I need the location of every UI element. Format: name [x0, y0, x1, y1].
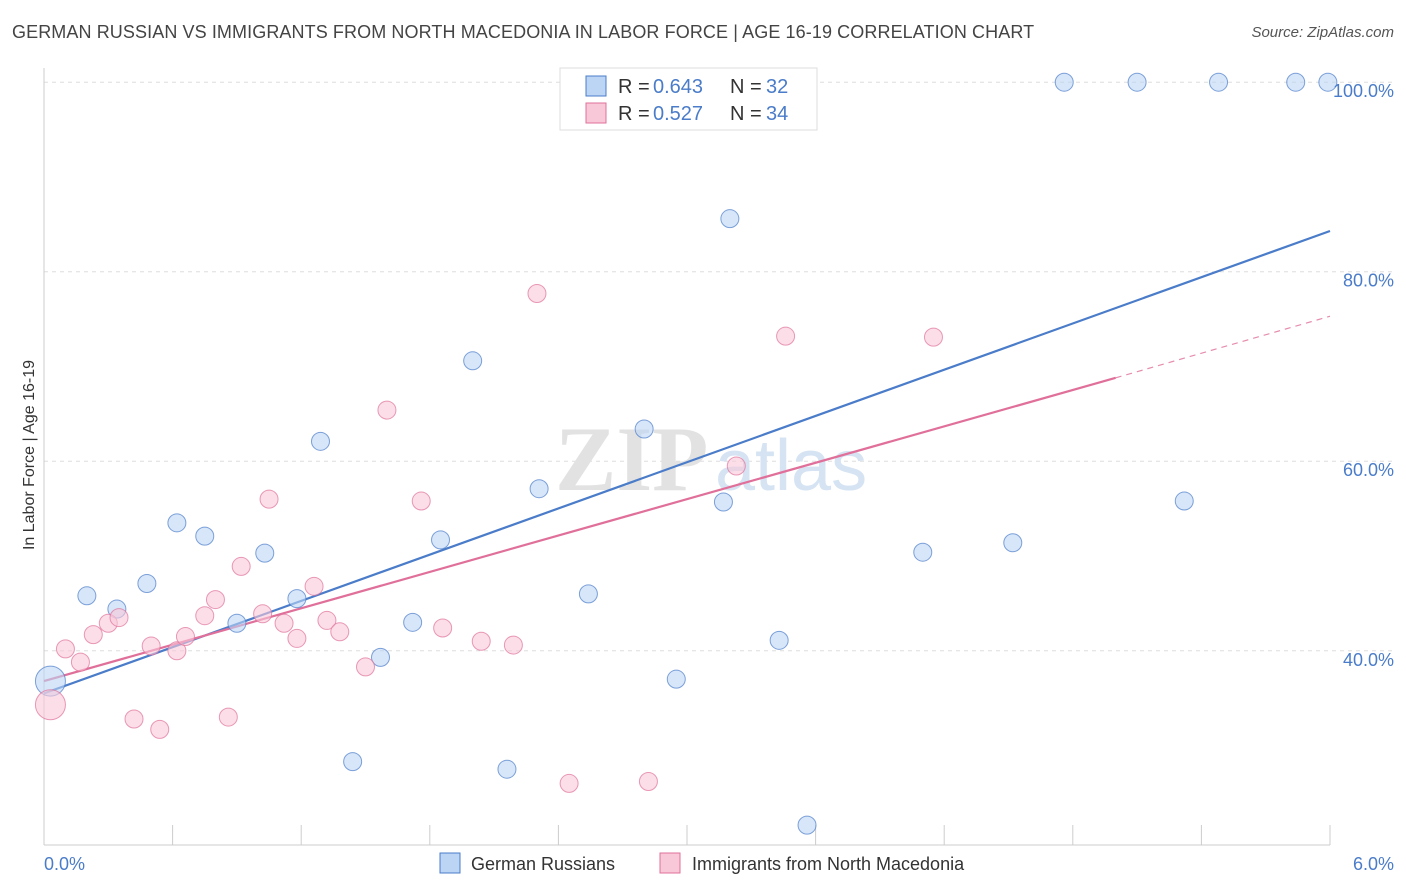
point-german-russians-3 [137, 573, 157, 593]
legend-r-label-2: R = [618, 103, 650, 125]
point-north-macedonia-25 [433, 618, 453, 638]
y-tick-label-80: 80.0% [1343, 271, 1394, 291]
bottom-legend-swatch-north-macedonia [659, 852, 681, 874]
legend-r-value-1: 0.643 [653, 76, 703, 98]
point-north-macedonia-24 [411, 491, 431, 511]
point-north-macedonia-26 [471, 631, 491, 651]
point-north-macedonia-33 [923, 327, 943, 347]
point-german-russians-19 [666, 669, 686, 689]
point-german-russians-5 [195, 526, 215, 546]
point-north-macedonia-20 [317, 610, 337, 630]
legend-n-label-2: N = [730, 103, 762, 125]
point-north-macedonia-18 [287, 628, 307, 648]
point-german-russians-7 [255, 543, 275, 563]
point-german-russians-20 [713, 492, 733, 512]
point-north-macedonia-14 [231, 556, 251, 576]
point-german-russians-24 [913, 542, 933, 562]
point-german-russians-1 [77, 586, 97, 606]
point-north-macedonia-1 [55, 639, 75, 659]
point-north-macedonia-12 [205, 590, 225, 610]
trendline-extension-1 [1115, 315, 1331, 379]
bottom-legend: German Russians Immigrants from North Ma… [439, 852, 965, 874]
bottom-legend-label-german-russians: German Russians [471, 854, 615, 874]
point-german-russians-25 [1003, 533, 1023, 553]
point-north-macedonia-28 [527, 284, 547, 304]
point-german-russians-29 [1209, 72, 1229, 92]
point-north-macedonia-22 [356, 657, 375, 677]
point-north-macedonia-11 [195, 606, 215, 626]
point-german-russians-31 [1318, 72, 1338, 92]
trendline-1 [43, 376, 1116, 683]
point-north-macedonia-21 [330, 622, 350, 642]
point-north-macedonia-5 [109, 608, 129, 628]
y-tick-label-60: 60.0% [1343, 460, 1394, 480]
legend-box: R = 0.643 N = 32 R = 0.527 N = 34 [559, 67, 818, 131]
point-north-macedonia-2 [70, 652, 90, 672]
point-north-macedonia-3 [83, 625, 103, 645]
point-german-russians-6 [227, 613, 247, 633]
point-north-macedonia-15 [253, 604, 273, 624]
point-north-macedonia-27 [503, 635, 523, 655]
y-tick-label-100: 100.0% [1333, 81, 1394, 101]
point-german-russians-12 [403, 612, 423, 632]
point-layer [34, 72, 1338, 835]
point-north-macedonia-9 [167, 641, 187, 661]
point-german-russians-15 [497, 759, 517, 779]
point-north-macedonia-17 [274, 613, 294, 633]
point-german-russians-30 [1286, 72, 1306, 92]
point-german-russians-11 [371, 647, 391, 667]
x-tick-label-min: 0.0% [44, 854, 85, 874]
point-north-macedonia-16 [259, 489, 279, 509]
point-north-macedonia-10 [175, 627, 195, 647]
legend-swatch-german-russians [585, 75, 607, 97]
x-tick-label-max: 6.0% [1353, 854, 1394, 874]
watermark-zip: ZIP [555, 408, 708, 510]
legend-r-value-2: 0.527 [653, 103, 703, 125]
point-north-macedonia-7 [141, 636, 161, 656]
point-german-russians-8 [287, 589, 307, 609]
legend-n-value-2: 34 [766, 103, 788, 125]
point-north-macedonia-13 [218, 707, 238, 727]
point-german-russians-13 [431, 530, 451, 550]
legend-n-label-1: N = [730, 76, 762, 98]
point-german-russians-14 [463, 351, 483, 371]
point-north-macedonia-31 [726, 456, 746, 476]
point-north-macedonia-6 [124, 709, 144, 729]
y-tick-label-40: 40.0% [1343, 650, 1394, 670]
point-north-macedonia-29 [559, 773, 579, 793]
chart-title: GERMAN RUSSIAN VS IMMIGRANTS FROM NORTH … [12, 22, 1035, 42]
chart-source: Source: ZipAtlas.com [1251, 24, 1394, 41]
legend-n-value-1: 32 [766, 76, 788, 98]
y-tick-labels: 40.0% 60.0% 80.0% 100.0% [1333, 81, 1394, 670]
point-german-russians-21 [720, 209, 740, 229]
point-german-russians-28 [1174, 491, 1194, 511]
point-german-russians-26 [1054, 72, 1074, 92]
point-german-russians-10 [343, 752, 363, 772]
point-german-russians-17 [578, 584, 598, 604]
point-german-russians-4 [167, 513, 187, 533]
legend-swatch-north-macedonia [585, 102, 607, 124]
point-north-macedonia-32 [776, 326, 796, 346]
point-german-russians-16 [529, 479, 549, 499]
legend-r-label-1: R = [618, 76, 650, 98]
point-north-macedonia-30 [638, 772, 658, 792]
point-german-russians-22 [769, 630, 789, 650]
point-north-macedonia-0 [34, 689, 66, 721]
point-german-russians-9 [310, 431, 330, 451]
point-german-russians-18 [634, 419, 654, 439]
bottom-legend-swatch-german-russians [439, 852, 461, 874]
x-ticks [43, 825, 1331, 845]
point-north-macedonia-23 [377, 400, 397, 420]
point-north-macedonia-19 [304, 576, 324, 596]
point-north-macedonia-8 [150, 719, 170, 739]
point-german-russians-23 [797, 815, 817, 835]
point-german-russians-27 [1127, 72, 1147, 92]
bottom-legend-label-north-macedonia: Immigrants from North Macedonia [692, 854, 965, 874]
